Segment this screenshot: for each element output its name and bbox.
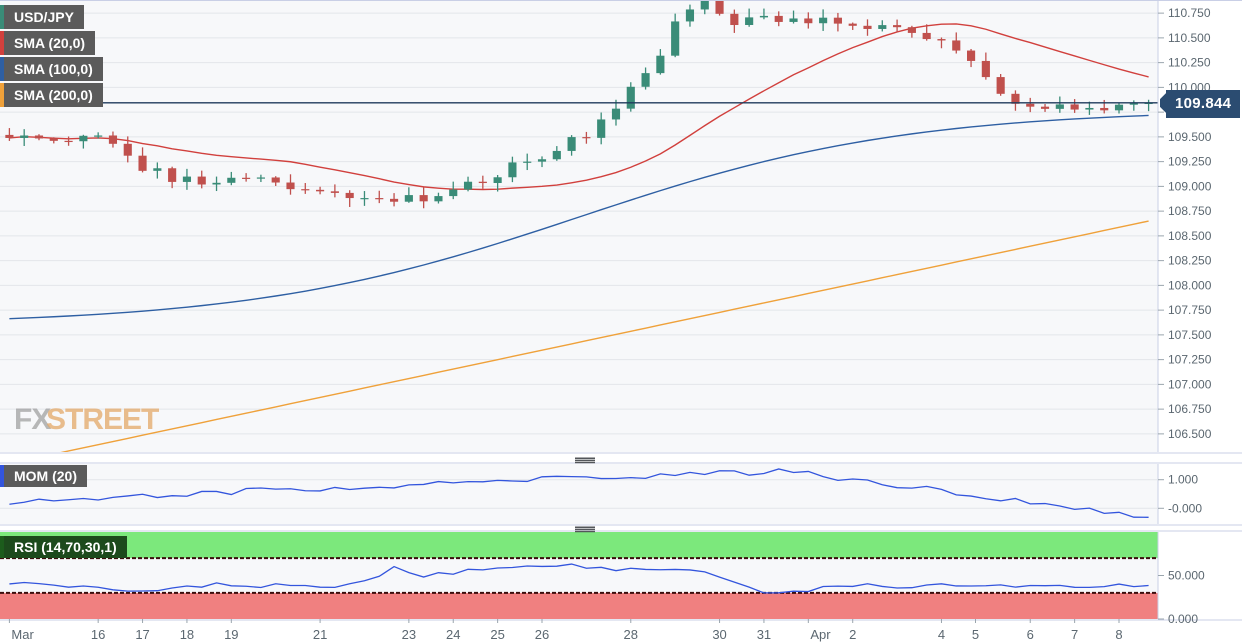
- svg-text:107.000: 107.000: [1168, 377, 1212, 391]
- svg-text:109.500: 109.500: [1168, 130, 1212, 144]
- svg-text:110.250: 110.250: [1168, 56, 1211, 70]
- svg-text:108.000: 108.000: [1168, 278, 1212, 292]
- svg-text:109.250: 109.250: [1168, 155, 1212, 169]
- svg-text:106.500: 106.500: [1168, 427, 1212, 441]
- svg-text:108.500: 108.500: [1168, 229, 1212, 243]
- svg-text:108.250: 108.250: [1168, 254, 1212, 268]
- svg-text:1.000: 1.000: [1168, 473, 1198, 487]
- svg-text:109.000: 109.000: [1168, 179, 1212, 193]
- svg-text:-0.000: -0.000: [1168, 501, 1202, 515]
- svg-text:107.750: 107.750: [1168, 303, 1212, 317]
- svg-text:110.750: 110.750: [1168, 6, 1211, 20]
- svg-text:STREET: STREET: [46, 403, 159, 436]
- svg-text:50.000: 50.000: [1168, 569, 1205, 583]
- svg-text:110.500: 110.500: [1168, 31, 1211, 45]
- svg-text:106.750: 106.750: [1168, 402, 1212, 416]
- svg-text:107.250: 107.250: [1168, 353, 1212, 367]
- svg-text:107.500: 107.500: [1168, 328, 1212, 342]
- svg-text:108.750: 108.750: [1168, 204, 1212, 218]
- svg-text:0.000: 0.000: [1168, 612, 1198, 626]
